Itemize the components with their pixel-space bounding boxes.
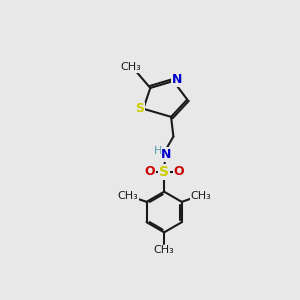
Text: H: H xyxy=(154,146,162,157)
Text: N: N xyxy=(172,74,182,86)
Text: O: O xyxy=(145,165,155,178)
Text: CH₃: CH₃ xyxy=(154,245,175,255)
Text: S: S xyxy=(135,102,144,115)
Text: CH₃: CH₃ xyxy=(120,62,141,72)
Text: S: S xyxy=(159,165,169,179)
Text: CH₃: CH₃ xyxy=(190,191,211,201)
Text: N: N xyxy=(161,148,172,161)
Text: O: O xyxy=(173,165,184,178)
Text: CH₃: CH₃ xyxy=(117,191,138,201)
